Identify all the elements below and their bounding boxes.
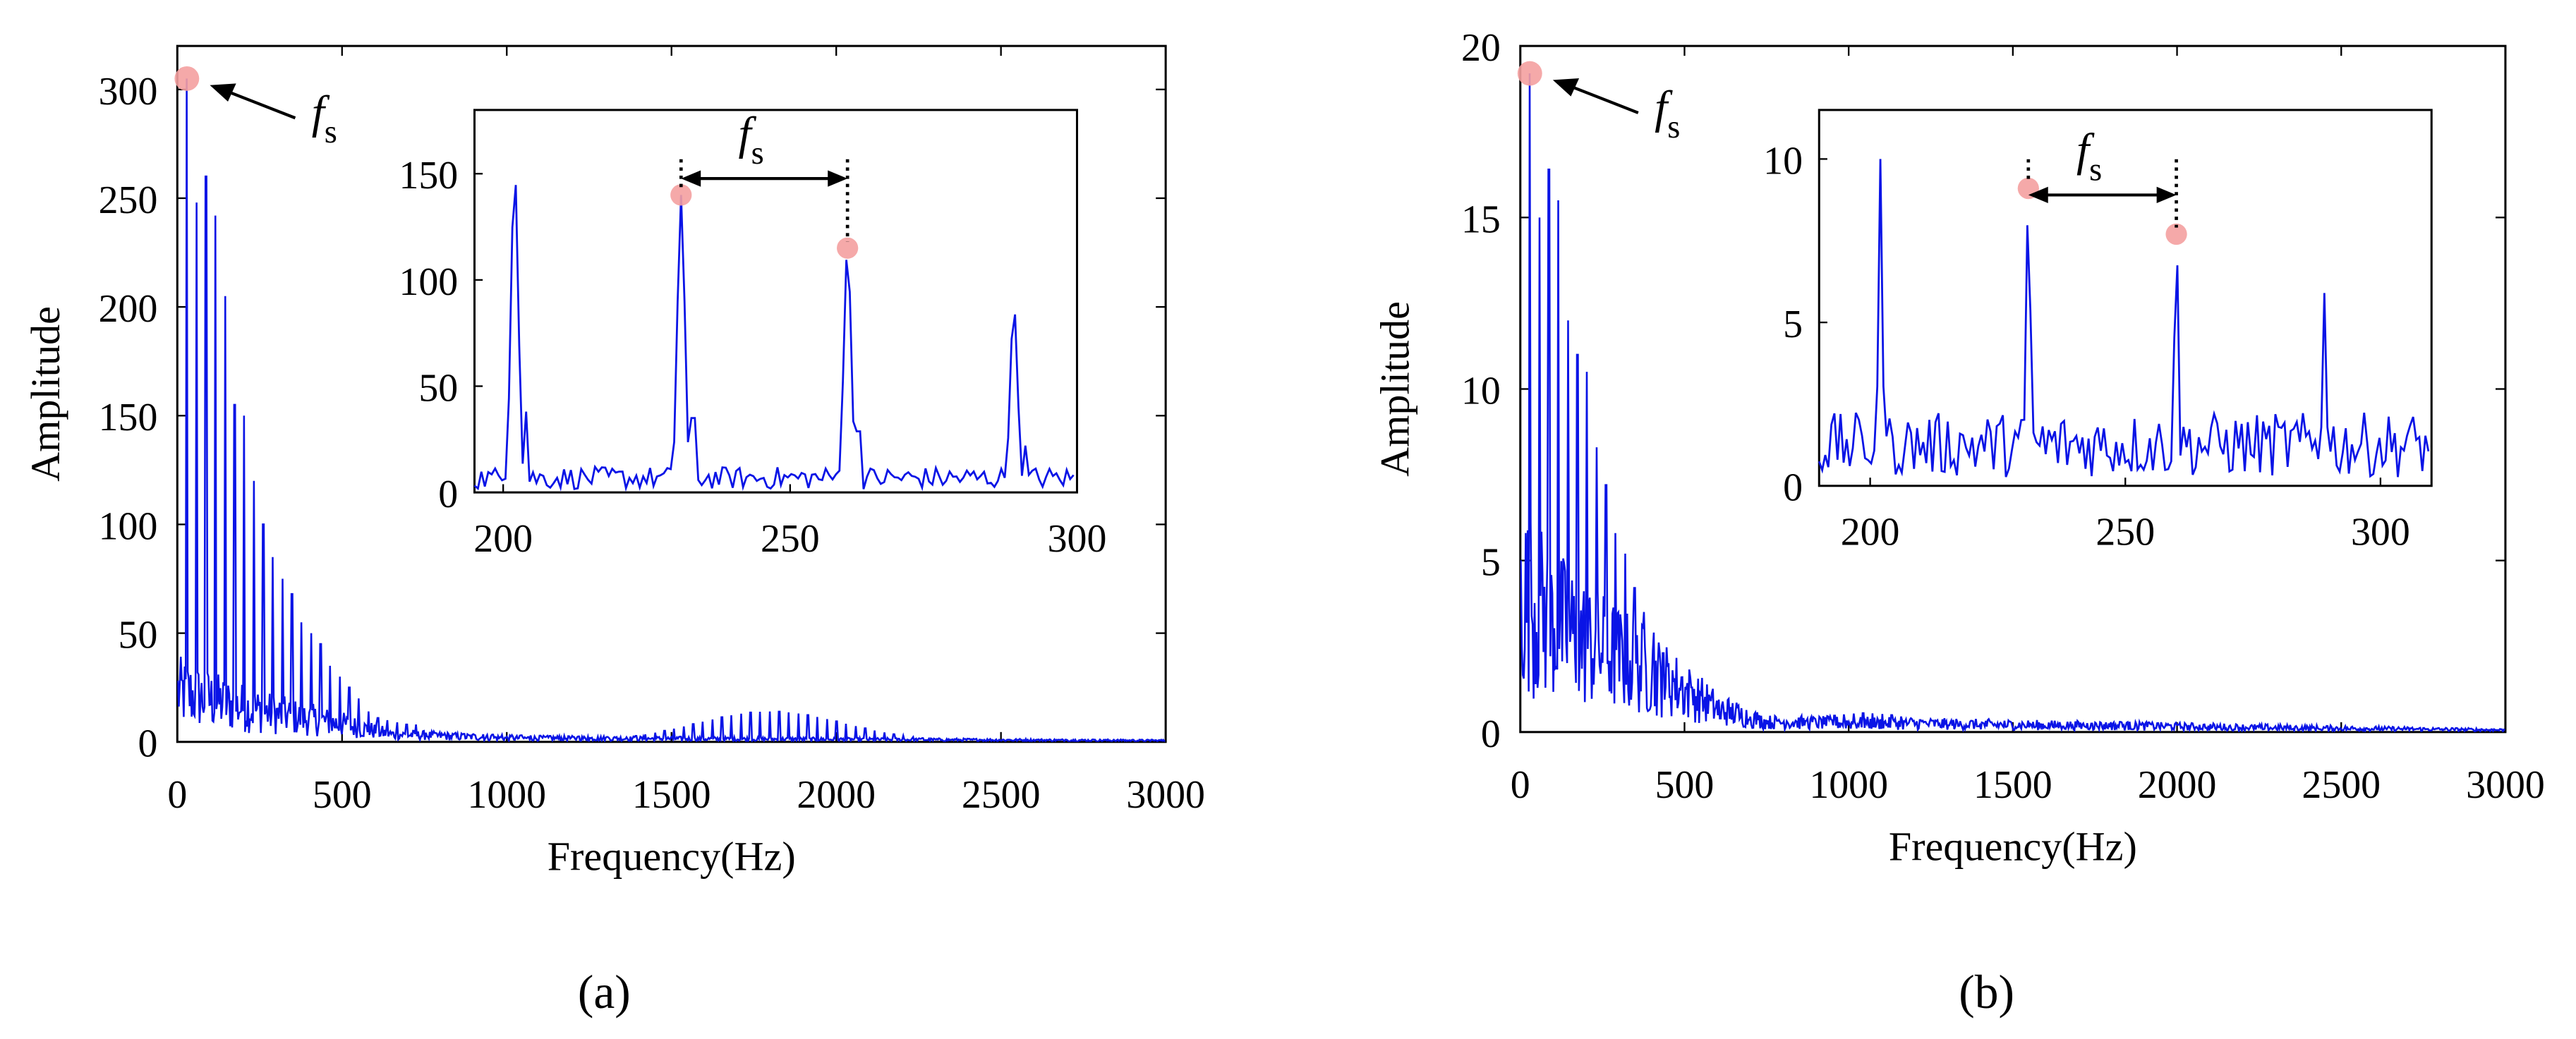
y-tick-label: 5 (1481, 541, 1501, 585)
y-tick-label: 100 (99, 504, 158, 548)
inset-spectrum-line (1818, 159, 2430, 478)
x-axis-label: Frequency(Hz) (548, 833, 796, 879)
inset-y-tick-label: 100 (399, 260, 458, 304)
spectrum-line (1520, 73, 2505, 732)
y-axis-label: Amplitude (1372, 301, 1418, 477)
inset-y-tick-label: 50 (418, 366, 458, 410)
fs-arrow-head (210, 83, 236, 102)
inset-x-tick-label: 300 (2351, 511, 2410, 554)
inset-x-tick-label: 250 (2096, 511, 2155, 554)
fs-peak-marker (174, 66, 200, 91)
panel-caption: (b) (1959, 966, 2014, 1019)
inset-y-tick-label: 10 (1763, 139, 1803, 183)
x-tick-label: 1500 (1973, 763, 2052, 807)
x-tick-label: 500 (313, 773, 372, 817)
inset-fs-sub: s (2089, 152, 2102, 188)
inset-x-tick-label: 300 (1048, 517, 1107, 561)
x-tick-label: 0 (167, 773, 187, 817)
x-axis-label: Frequency(Hz) (1889, 823, 2137, 869)
inset-peak-marker (837, 237, 859, 259)
y-tick-label: 300 (99, 70, 158, 114)
spectrum-line (177, 78, 1166, 742)
y-tick-label: 250 (99, 178, 158, 222)
x-tick-label: 2000 (797, 773, 876, 817)
inset-axes-frame (473, 109, 1078, 494)
y-axis-label: Amplitude (23, 306, 68, 482)
x-tick-label: 1000 (1809, 763, 1888, 807)
x-tick-label: 2000 (2138, 763, 2217, 807)
y-tick-label: 0 (138, 722, 157, 766)
chart-panel-a: 0 500 1000 1500 2000 2500 30000501001502002503… (23, 44, 1205, 1019)
y-tick-label: 20 (1461, 26, 1501, 70)
y-tick-label: 15 (1461, 198, 1501, 241)
y-tick-label: 200 (99, 287, 158, 331)
x-tick-label: 1000 (467, 773, 546, 817)
inset-y-tick-label: 0 (1783, 466, 1803, 510)
fs-label-sub: s (1667, 109, 1680, 145)
x-tick-label: 2500 (2302, 763, 2381, 807)
y-tick-label: 10 (1461, 369, 1501, 413)
x-tick-label: 3000 (2466, 763, 2545, 807)
inset-arrowhead-right (828, 170, 848, 187)
inset-x-tick-label: 200 (473, 517, 533, 561)
inset-y-tick-label: 0 (438, 473, 458, 516)
inset-fs-sub: s (751, 135, 764, 171)
inset-axes-frame (1818, 109, 2433, 487)
inset-arrowhead-left (681, 170, 701, 187)
fs-peak-marker (1517, 61, 1542, 86)
inset-y-tick-label: 150 (399, 154, 458, 198)
inset-y-tick-label: 5 (1783, 303, 1803, 346)
x-tick-label: 3000 (1126, 773, 1205, 817)
x-tick-label: 2500 (962, 773, 1041, 817)
inset-arrowhead-left (2028, 186, 2048, 204)
x-tick-label: 1500 (632, 773, 711, 817)
inset-arrowhead-right (2156, 186, 2177, 204)
fs-arrow-line (1562, 82, 1639, 114)
y-tick-label: 50 (119, 614, 158, 657)
fs-arrow-line (219, 87, 296, 120)
x-tick-label: 500 (1655, 763, 1715, 807)
inset-spectrum-line (473, 185, 1075, 492)
fs-arrow-head (1552, 78, 1580, 97)
y-tick-label: 150 (99, 396, 158, 439)
inset-x-tick-label: 250 (761, 517, 820, 561)
figure-root: 0 500 1000 1500 2000 2500 30000501001502002503… (23, 26, 2545, 1019)
inset-peak-marker (670, 184, 692, 206)
inset-peak-marker (2165, 223, 2187, 245)
x-tick-label: 0 (1511, 763, 1530, 807)
y-tick-label: 0 (1481, 712, 1501, 756)
panel-caption: (a) (578, 966, 631, 1019)
chart-panel-b: 0 500 1000 1500 2000 2500 300005101520Frequenc… (1372, 26, 2545, 1019)
inset-x-tick-label: 200 (1841, 511, 1900, 554)
fs-label-sub: s (325, 114, 337, 150)
